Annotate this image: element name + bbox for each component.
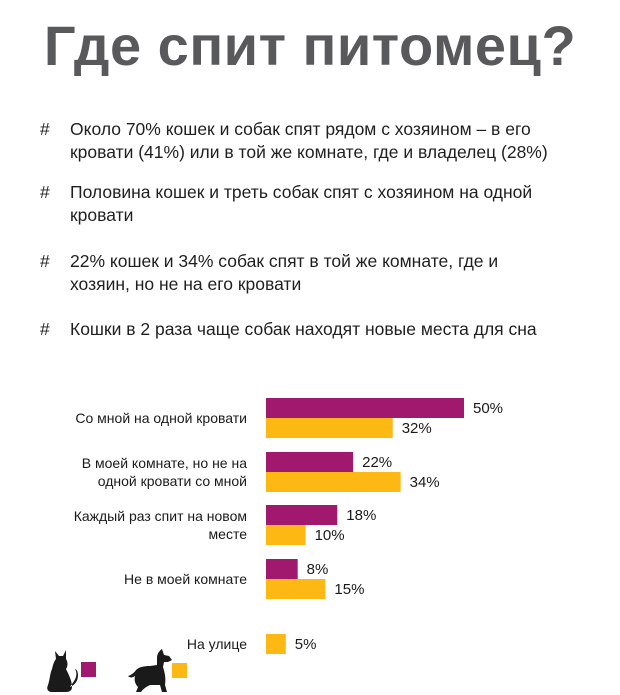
value-label: 22% [362, 454, 392, 471]
bullet-line: Около 70% кошек и собак спят рядом с хоз… [70, 119, 531, 139]
chart-marks: Со мной на одной кровати 50% 32% В моей ком… [74, 398, 503, 654]
bullet-text: Половина кошек и треть собак спят с хозя… [70, 181, 600, 227]
bullet-line: хозяин, но не на его кровати [70, 274, 302, 294]
bullet-hash-mark: # [40, 319, 50, 339]
value-label: 8% [307, 561, 329, 578]
bullet-hash-mark: # [40, 119, 50, 139]
bullet-line: 22% кошек и 34% собак спят в той же комн… [70, 251, 499, 271]
value-label: 32% [402, 420, 432, 437]
legend-swatch-dog [172, 663, 187, 678]
value-label: 50% [473, 400, 503, 417]
bullet-line: Половина кошек и треть собак спят с хозя… [70, 182, 533, 202]
bar-cat [266, 505, 338, 525]
sleep-location-bar-chart: Со мной на одной кровати 50% 32% В моей ком… [47, 398, 503, 692]
category-label: Каждый раз спит на новом месте [74, 508, 248, 542]
category-label-line: Не в моей комнате [124, 571, 247, 587]
value-label: 15% [334, 581, 364, 598]
legend-swatch-cat [81, 662, 96, 677]
dog-icon [128, 649, 172, 692]
bar-cat [266, 559, 298, 579]
value-label: 34% [410, 474, 440, 491]
category-label: Не в моей комнате [124, 571, 247, 587]
bullet-hash-mark: # [40, 182, 50, 202]
category-label-line: В моей комнате, но не на [82, 455, 247, 471]
category-label-line: месте [209, 526, 248, 542]
value-label: 18% [346, 507, 376, 524]
category-label: Со мной на одной кровати [75, 410, 247, 426]
bar-cat [266, 452, 354, 472]
chart-legend [47, 649, 187, 692]
category-label-line: На улице [187, 636, 247, 652]
bullet-text: Около 70% кошек и собак спят рядом с хоз… [70, 118, 600, 164]
bullet-line: Кошки в 2 раза чаще собак находят новые … [70, 319, 537, 339]
category-label-line: Каждый раз спит на новом [74, 508, 247, 524]
value-label: 10% [315, 527, 345, 544]
bullet-text: Кошки в 2 раза чаще собак находят новые … [70, 318, 600, 341]
category-label: На улице [187, 636, 247, 652]
bar-dog [266, 634, 286, 654]
bar-dog [266, 472, 401, 492]
bullet-text: 22% кошек и 34% собак спят в той же комн… [70, 250, 600, 296]
category-label-line: Со мной на одной кровати [75, 410, 247, 426]
bar-dog [266, 418, 393, 438]
value-label: 5% [295, 636, 317, 653]
cat-icon [47, 650, 78, 692]
category-label: В моей комнате, но не на одной кровати со… [82, 455, 247, 489]
page-title: Где спит питомец? [43, 14, 577, 77]
bullet-line: кровати (41%) или в той же комнате, где … [70, 142, 548, 162]
bullet-line: кровати [70, 205, 134, 225]
category-label-line: одной кровати со мной [98, 473, 247, 489]
bullet-hash-mark: # [40, 251, 50, 271]
bar-cat [266, 398, 464, 418]
bar-dog [266, 525, 306, 545]
bar-dog [266, 579, 326, 599]
